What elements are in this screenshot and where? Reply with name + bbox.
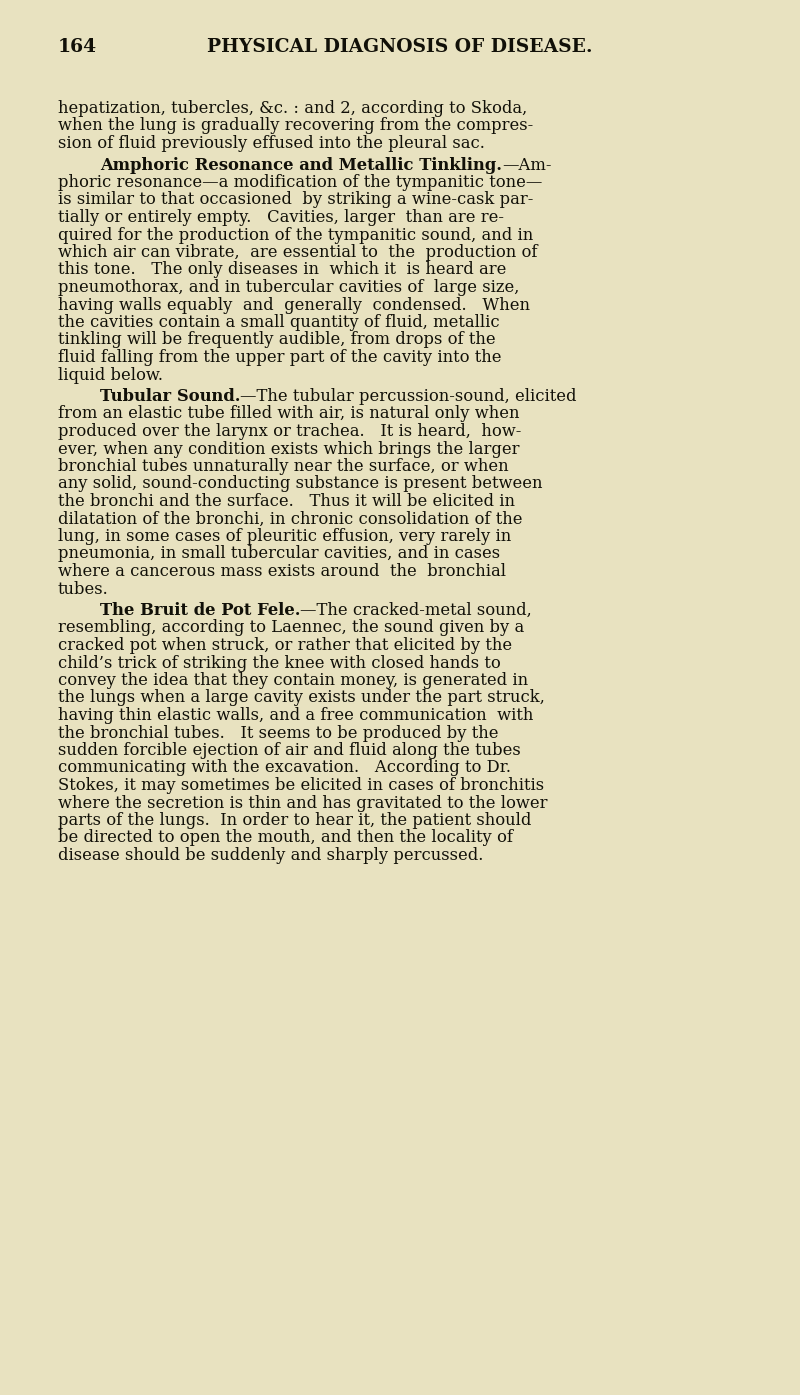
Text: tially or entirely empty.   Cavities, larger  than are re-: tially or entirely empty. Cavities, larg… <box>58 209 504 226</box>
Text: resembling, according to Laennec, the sound given by a: resembling, according to Laennec, the so… <box>58 619 524 636</box>
Text: child’s trick of striking the knee with closed hands to: child’s trick of striking the knee with … <box>58 654 501 671</box>
Text: sudden forcible ejection of air and fluid along the tubes: sudden forcible ejection of air and flui… <box>58 742 521 759</box>
Text: from an elastic tube filled with air, is natural only when: from an elastic tube filled with air, is… <box>58 406 519 423</box>
Text: cracked pot when struck, or rather that elicited by the: cracked pot when struck, or rather that … <box>58 638 512 654</box>
Text: produced over the larynx or trachea.   It is heard,  how-: produced over the larynx or trachea. It … <box>58 423 522 439</box>
Text: the lungs when a large cavity exists under the part struck,: the lungs when a large cavity exists und… <box>58 689 545 706</box>
Text: pneumothorax, and in tubercular cavities of  large size,: pneumothorax, and in tubercular cavities… <box>58 279 519 296</box>
Text: having thin elastic walls, and a free communication  with: having thin elastic walls, and a free co… <box>58 707 534 724</box>
Text: Tubular Sound.: Tubular Sound. <box>100 388 241 405</box>
Text: where the secretion is thin and has gravitated to the lower: where the secretion is thin and has grav… <box>58 795 547 812</box>
Text: this tone.   The only diseases in  which it  is heard are: this tone. The only diseases in which it… <box>58 261 506 279</box>
Text: pneumonia, in small tubercular cavities, and in cases: pneumonia, in small tubercular cavities,… <box>58 545 500 562</box>
Text: quired for the production of the tympanitic sound, and in: quired for the production of the tympani… <box>58 226 534 244</box>
Text: any solid, sound-conducting substance is present between: any solid, sound-conducting substance is… <box>58 476 542 492</box>
Text: —Am-: —Am- <box>502 156 551 173</box>
Text: where a cancerous mass exists around  the  bronchial: where a cancerous mass exists around the… <box>58 564 506 580</box>
Text: —The cracked-metal sound,: —The cracked-metal sound, <box>301 603 532 619</box>
Text: which air can vibrate,  are essential to  the  production of: which air can vibrate, are essential to … <box>58 244 538 261</box>
Text: communicating with the excavation.   According to Dr.: communicating with the excavation. Accor… <box>58 759 511 777</box>
Text: PHYSICAL DIAGNOSIS OF DISEASE.: PHYSICAL DIAGNOSIS OF DISEASE. <box>207 38 593 56</box>
Text: parts of the lungs.  In order to hear it, the patient should: parts of the lungs. In order to hear it,… <box>58 812 531 829</box>
Text: ever, when any condition exists which brings the larger: ever, when any condition exists which br… <box>58 441 519 458</box>
Text: Amphoric Resonance and Metallic Tinkling.: Amphoric Resonance and Metallic Tinkling… <box>100 156 502 173</box>
Text: having walls equably  and  generally  condensed.   When: having walls equably and generally conde… <box>58 297 530 314</box>
Text: liquid below.: liquid below. <box>58 367 163 384</box>
Text: when the lung is gradually recovering from the compres-: when the lung is gradually recovering fr… <box>58 117 534 134</box>
Text: lung, in some cases of pleuritic effusion, very rarely in: lung, in some cases of pleuritic effusio… <box>58 527 511 545</box>
Text: the cavities contain a small quantity of fluid, metallic: the cavities contain a small quantity of… <box>58 314 500 331</box>
Text: The Bruit de Pot Fele.: The Bruit de Pot Fele. <box>100 603 301 619</box>
Text: dilatation of the bronchi, in chronic consolidation of the: dilatation of the bronchi, in chronic co… <box>58 511 522 527</box>
Text: be directed to open the mouth, and then the locality of: be directed to open the mouth, and then … <box>58 830 513 847</box>
Text: Stokes, it may sometimes be elicited in cases of bronchitis: Stokes, it may sometimes be elicited in … <box>58 777 544 794</box>
Text: —The tubular percussion-sound, elicited: —The tubular percussion-sound, elicited <box>241 388 577 405</box>
Text: is similar to that occasioned  by striking a wine-cask par-: is similar to that occasioned by strikin… <box>58 191 534 208</box>
Text: hepatization, tubercles, &c. : and 2, according to Skoda,: hepatization, tubercles, &c. : and 2, ac… <box>58 100 527 117</box>
Text: bronchial tubes unnaturally near the surface, or when: bronchial tubes unnaturally near the sur… <box>58 458 509 476</box>
Text: fluid falling from the upper part of the cavity into the: fluid falling from the upper part of the… <box>58 349 502 365</box>
Text: the bronchi and the surface.   Thus it will be elicited in: the bronchi and the surface. Thus it wil… <box>58 492 515 511</box>
Text: 164: 164 <box>58 38 97 56</box>
Text: convey the idea that they contain money, is generated in: convey the idea that they contain money,… <box>58 672 528 689</box>
Text: disease should be suddenly and sharply percussed.: disease should be suddenly and sharply p… <box>58 847 483 864</box>
Text: tinkling will be frequently audible, from drops of the: tinkling will be frequently audible, fro… <box>58 332 496 349</box>
Text: phoric resonance—a modification of the tympanitic tone—: phoric resonance—a modification of the t… <box>58 174 542 191</box>
Text: the bronchial tubes.   It seems to be produced by the: the bronchial tubes. It seems to be prod… <box>58 724 498 742</box>
Text: tubes.: tubes. <box>58 580 109 597</box>
Text: sion of fluid previously effused into the pleural sac.: sion of fluid previously effused into th… <box>58 135 485 152</box>
